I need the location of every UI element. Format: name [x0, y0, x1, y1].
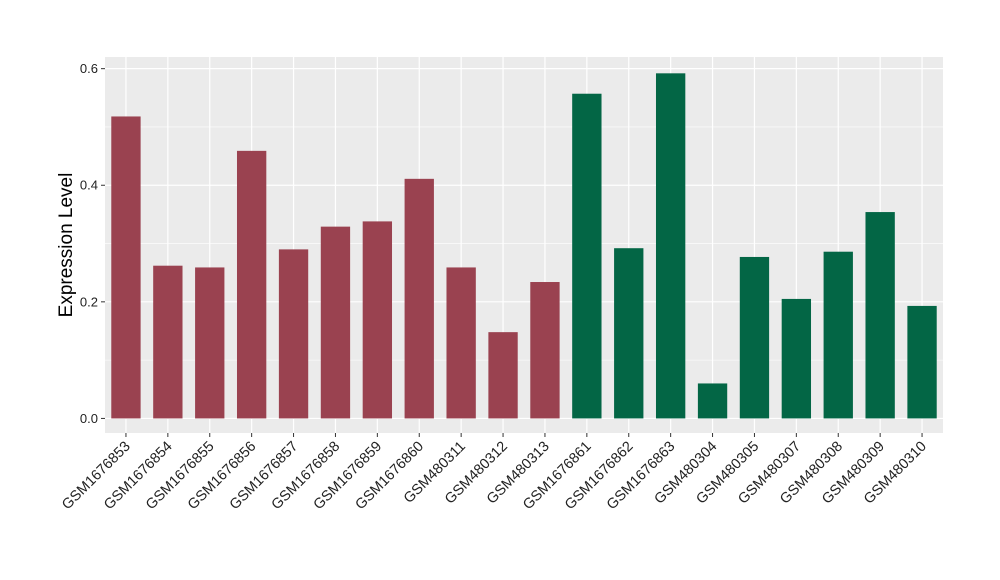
bar-GSM480309	[865, 212, 895, 419]
bar-GSM1676854	[153, 265, 183, 419]
bar-GSM480304	[697, 383, 728, 419]
y-axis-title: Expression Level	[56, 173, 77, 318]
bar-GSM480313	[530, 282, 560, 419]
bar-GSM1676861	[572, 93, 602, 419]
bar-GSM1676857	[278, 249, 309, 419]
bar-GSM480311	[446, 267, 476, 419]
y-tick-label: 0.4	[80, 178, 98, 193]
bars	[111, 73, 937, 419]
bar-GSM480310	[907, 305, 937, 419]
y-axis: 0.0 0.2 0.4 0.6	[80, 61, 105, 426]
bar-GSM480305	[739, 256, 770, 419]
bar-GSM1676855	[195, 267, 225, 419]
bar-GSM1676862	[614, 248, 644, 419]
bar-GSM1676856	[236, 150, 267, 419]
bar-GSM1676860	[404, 178, 434, 419]
y-tick-label: 0.2	[80, 294, 98, 309]
plot-panel	[105, 57, 943, 433]
bar-GSM480308	[823, 251, 853, 419]
bar-GSM480307	[781, 298, 812, 419]
y-tick-label: 0.0	[80, 411, 98, 426]
bar-GSM480312	[488, 332, 518, 419]
bar-GSM1676853	[111, 116, 141, 419]
bar-GSM1676859	[362, 221, 393, 419]
x-axis: GSM1676853GSM1676854GSM1676855GSM1676856…	[59, 433, 930, 513]
y-tick-label: 0.6	[80, 61, 98, 76]
bar-GSM1676858	[320, 226, 351, 419]
bar-GSM1676863	[655, 73, 686, 419]
